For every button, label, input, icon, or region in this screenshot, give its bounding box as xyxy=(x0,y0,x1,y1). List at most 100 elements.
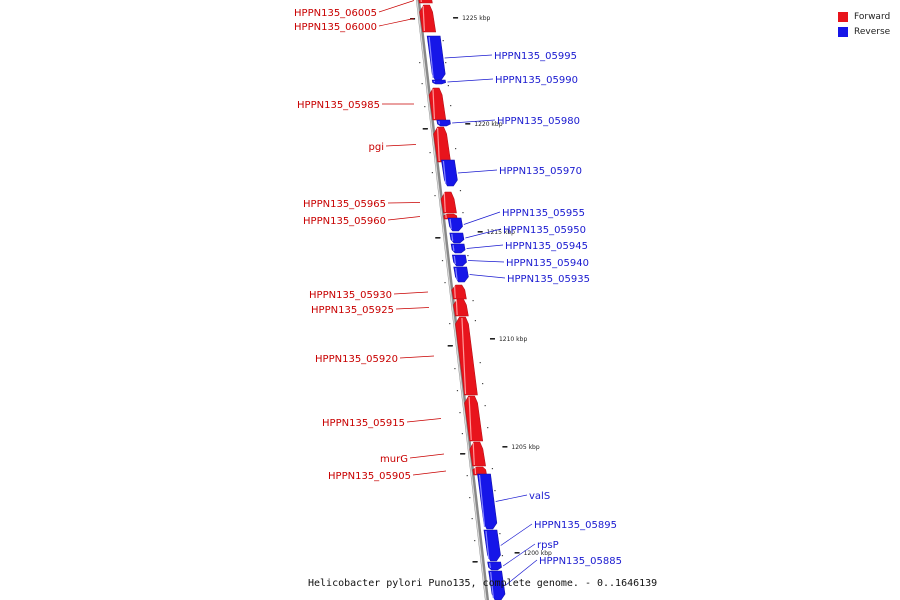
legend-reverse-label: Reverse xyxy=(854,26,891,37)
reverse-gene-arrow xyxy=(449,232,465,244)
genome-caption: Helicobacter pylori Puno135, complete ge… xyxy=(308,578,658,589)
forward-gene-highlight xyxy=(468,396,472,441)
forward-gene-arrow xyxy=(419,4,437,33)
forward-label-line xyxy=(393,291,429,295)
major-tick-left xyxy=(472,561,478,563)
minor-tick xyxy=(484,405,486,407)
minor-tick xyxy=(474,320,476,322)
minor-tick xyxy=(456,390,459,392)
reverse-gene-highlight xyxy=(428,36,434,79)
minor-tick xyxy=(462,212,464,214)
minor-tick xyxy=(459,412,461,414)
forward-gene-label: HPPN135_05965 xyxy=(303,199,386,210)
reverse-label-line xyxy=(467,260,505,263)
forward-gene-highlight xyxy=(437,127,440,162)
minor-tick xyxy=(441,260,444,262)
major-tick-left xyxy=(447,345,453,347)
reverse-gene-label: HPPN135_05935 xyxy=(507,274,590,285)
minor-tick xyxy=(424,106,426,108)
forward-label-line xyxy=(378,0,415,13)
reverse-gene-arrow xyxy=(451,254,467,267)
forward-label-line xyxy=(409,453,445,459)
forward-gene-label: HPPN135_05930 xyxy=(309,290,392,301)
reverse-label-line xyxy=(444,54,493,59)
forward-gene-highlight xyxy=(443,192,446,213)
tick-label: 1220 kbp xyxy=(474,121,502,128)
reverse-gene-highlight xyxy=(442,160,447,185)
reverse-gene-highlight xyxy=(438,120,440,125)
forward-gene-arrow xyxy=(472,466,487,476)
minor-tick xyxy=(499,533,501,535)
major-tick xyxy=(465,123,471,125)
reverse-gene-label: HPPN135_05885 xyxy=(539,556,622,567)
reverse-label-line xyxy=(457,169,498,174)
minor-tick xyxy=(487,427,489,429)
forward-gene-label: HPPN135_06005 xyxy=(294,8,377,19)
major-tick xyxy=(489,338,495,340)
reverse-label-line xyxy=(469,274,506,279)
major-tick xyxy=(514,552,520,554)
forward-label-line xyxy=(385,144,417,147)
forward-label-line xyxy=(395,307,430,310)
legend: Forward Reverse xyxy=(838,9,890,39)
genome-axis-highlight xyxy=(416,0,487,600)
minor-tick xyxy=(479,362,481,364)
reverse-label-line xyxy=(502,543,536,567)
forward-gene-arrow xyxy=(418,0,433,4)
reverse-label-line xyxy=(466,244,504,249)
forward-label-line xyxy=(378,18,415,27)
forward-gene-highlight xyxy=(432,88,436,120)
forward-gene-arrow xyxy=(451,284,467,300)
reverse-gene-label: HPPN135_05940 xyxy=(506,258,589,269)
reverse-label-line xyxy=(463,211,501,225)
tick-label: 1215 kbp xyxy=(487,229,515,236)
minor-tick xyxy=(429,152,431,154)
forward-gene-label: pgi xyxy=(369,142,384,153)
reverse-gene-label: HPPN135_05995 xyxy=(494,51,577,62)
forward-swatch xyxy=(838,11,848,22)
reverse-gene-highlight xyxy=(451,233,454,242)
tick-label: 1200 kbp xyxy=(524,550,552,557)
reverse-gene-highlight xyxy=(490,571,494,599)
forward-label-line xyxy=(387,216,421,221)
reverse-gene-highlight xyxy=(452,244,455,252)
minor-tick xyxy=(431,172,433,174)
reverse-gene-highlight xyxy=(485,530,490,560)
major-tick xyxy=(453,17,459,19)
forward-gene-label: HPPN135_05985 xyxy=(297,100,380,111)
minor-tick xyxy=(459,190,462,192)
reverse-gene-highlight xyxy=(455,267,458,281)
tick-label: 1205 kbp xyxy=(511,444,539,451)
minor-tick xyxy=(421,83,423,85)
forward-gene-arrow xyxy=(455,316,478,396)
reverse-gene-label: HPPN135_05945 xyxy=(505,241,588,252)
reverse-gene-label: HPPN135_05895 xyxy=(534,520,617,531)
forward-label-line xyxy=(412,470,447,476)
forward-gene-label: HPPN135_05915 xyxy=(322,418,405,429)
forward-gene-arrow xyxy=(469,441,486,467)
reverse-label-line xyxy=(495,494,528,502)
reverse-gene-label: HPPN135_05990 xyxy=(495,75,578,86)
forward-gene-label: HPPN135_05905 xyxy=(328,471,411,482)
forward-label-line xyxy=(406,418,442,423)
reverse-label-line xyxy=(465,228,502,239)
forward-gene-highlight xyxy=(461,317,467,395)
legend-reverse: Reverse xyxy=(838,24,890,39)
reverse-gene-label: HPPN135_05970 xyxy=(499,166,582,177)
forward-label-line xyxy=(387,202,421,204)
reverse-gene-label: rpsP xyxy=(537,540,559,551)
major-tick-left xyxy=(435,237,441,239)
major-tick-left xyxy=(460,453,466,455)
forward-gene-label: murG xyxy=(380,454,408,465)
reverse-label-line xyxy=(505,559,538,586)
forward-gene-label: HPPN135_06000 xyxy=(294,22,377,33)
major-tick xyxy=(477,231,483,233)
minor-tick xyxy=(461,433,463,435)
minor-tick xyxy=(472,300,474,302)
reverse-swatch xyxy=(838,26,848,37)
minor-tick xyxy=(450,105,452,107)
minor-tick xyxy=(444,282,446,284)
reverse-gene-arrow xyxy=(487,561,502,571)
minor-tick xyxy=(471,518,473,520)
